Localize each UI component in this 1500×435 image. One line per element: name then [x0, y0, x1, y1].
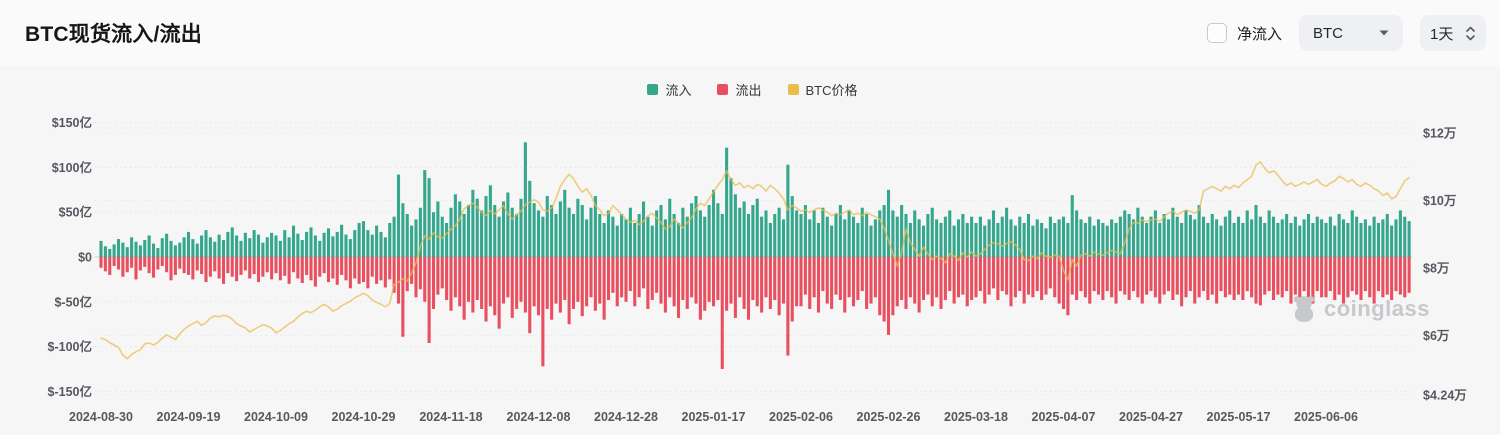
- net-inflow-toggle[interactable]: 净流入: [1206, 23, 1282, 44]
- legend-inflow-label: 流入: [665, 83, 692, 98]
- outflow-swatch-icon: [717, 84, 729, 95]
- legend-item-price[interactable]: BTC价格: [787, 80, 858, 99]
- inflow-swatch-icon: [647, 84, 659, 95]
- svg-text:$6万: $6万: [1423, 329, 1449, 343]
- svg-text:$10万: $10万: [1423, 194, 1456, 208]
- svg-text:$-150亿: $-150亿: [48, 384, 92, 399]
- symbol-select-value: BTC: [1313, 24, 1343, 42]
- chart-legend: 流入 流出 BTC价格: [95, 80, 1410, 99]
- interval-stepper-icon: [1466, 26, 1475, 40]
- svg-text:2025-02-06: 2025-02-06: [769, 410, 833, 424]
- price-line: [100, 160, 1410, 360]
- header-controls: 净流入 BTC 1天: [1206, 0, 1486, 66]
- interval-select[interactable]: 1天: [1420, 15, 1486, 51]
- interval-select-value: 1天: [1430, 25, 1454, 43]
- svg-text:2024-09-19: 2024-09-19: [157, 410, 221, 424]
- legend-item-inflow[interactable]: 流入: [647, 80, 691, 99]
- chevron-down-icon: [1379, 30, 1389, 36]
- svg-text:2025-06-06: 2025-06-06: [1294, 410, 1358, 424]
- svg-text:2024-12-28: 2024-12-28: [594, 410, 658, 424]
- net-inflow-label: 净流入: [1236, 25, 1282, 43]
- svg-text:$8万: $8万: [1423, 262, 1449, 276]
- legend-item-outflow[interactable]: 流出: [717, 80, 762, 99]
- svg-text:2025-05-17: 2025-05-17: [1207, 410, 1271, 424]
- svg-text:2024-11-18: 2024-11-18: [419, 410, 482, 424]
- svg-text:$4.24万: $4.24万: [1423, 388, 1467, 402]
- svg-text:2025-03-18: 2025-03-18: [944, 410, 1008, 424]
- svg-text:$-50亿: $-50亿: [54, 294, 92, 309]
- svg-text:2025-04-27: 2025-04-27: [1119, 410, 1183, 424]
- svg-text:$100亿: $100亿: [52, 160, 92, 175]
- svg-text:2025-04-07: 2025-04-07: [1032, 410, 1096, 424]
- legend-price-label: BTC价格: [805, 83, 858, 98]
- svg-text:2024-08-30: 2024-08-30: [69, 410, 133, 424]
- legend-outflow-label: 流出: [735, 83, 762, 98]
- price-swatch-icon: [787, 84, 799, 95]
- symbol-select[interactable]: BTC: [1299, 15, 1403, 51]
- svg-text:$12万: $12万: [1423, 127, 1456, 141]
- x-axis-labels: 2024-08-30 2024-09-19 2024-10-09 2024-10-29…: [69, 410, 1358, 424]
- svg-text:$50亿: $50亿: [59, 205, 92, 220]
- svg-text:2024-12-08: 2024-12-08: [507, 410, 571, 424]
- left-axis-labels: $150亿 $100亿 $50亿 $0 $-50亿 $-100亿 $-150亿: [48, 115, 93, 399]
- inflow-bars: [99, 142, 1411, 257]
- right-axis-labels: $12万 $10万 $8万 $6万 $4.24万: [1423, 127, 1467, 403]
- page-title: BTC现货流入/流出: [25, 23, 202, 46]
- outflow-bars: [99, 257, 1411, 369]
- header: BTC现货流入/流出 净流入 BTC 1天: [0, 0, 1500, 66]
- net-inflow-checkbox[interactable]: [1206, 23, 1227, 43]
- svg-text:2024-10-29: 2024-10-29: [332, 410, 396, 424]
- svg-text:2025-02-26: 2025-02-26: [857, 410, 921, 424]
- svg-text:2025-01-17: 2025-01-17: [682, 410, 746, 424]
- svg-text:$0: $0: [78, 251, 92, 265]
- svg-text:2024-10-09: 2024-10-09: [244, 410, 308, 424]
- svg-text:$-100亿: $-100亿: [48, 339, 92, 354]
- svg-text:$150亿: $150亿: [52, 115, 92, 130]
